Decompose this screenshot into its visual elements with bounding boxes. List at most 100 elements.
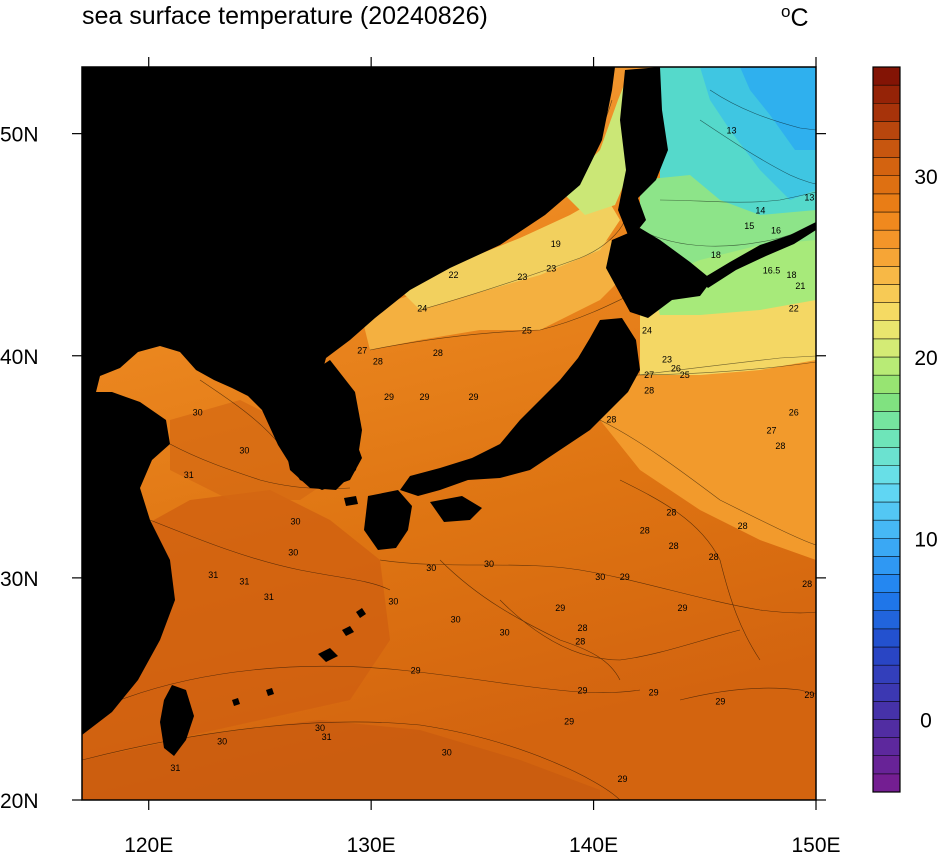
contour-label: 23 [662,354,672,364]
contour-label: 24 [417,303,427,313]
contour-label: 26 [331,328,341,338]
contour-label: 25 [680,370,690,380]
contour-label: 29 [411,665,421,675]
colorbar-segment [872,519,901,539]
contour-label: 30 [451,614,461,624]
contour-label: 30 [315,723,325,733]
colorbar-segment [872,302,901,321]
contour-label: 31 [170,763,180,773]
cold-water-okhotsk-core [740,67,816,150]
contour-label: 30 [388,597,398,607]
contour-label: 31 [322,732,332,742]
colorbar-segment [872,429,901,448]
contour-label: 30 [291,517,301,527]
contour-label: 22 [448,270,458,280]
colorbar-segment [872,338,901,358]
axis-ticks [72,57,826,810]
colorbar-segment [872,465,901,485]
contour-label: 14 [755,206,765,216]
units-letter: C [790,4,809,32]
colorbar-labels: 0 10 20 30 [914,166,937,733]
colorbar-segment [872,483,901,503]
contour-label: 28 [606,414,616,424]
contour-label: 29 [715,696,725,706]
colorbar-segment [872,374,901,394]
lon-tick-label: 130E [347,834,396,857]
lon-tick-label: 140E [569,834,618,857]
contour-label: 28 [738,521,748,531]
land-honshu [400,318,640,496]
land-jeju [344,496,358,506]
warm-water-south [82,720,600,800]
contour-label: 31 [208,570,218,580]
lon-tick-label: 120E [124,834,173,857]
contour-label: 27 [357,346,367,356]
colorbar-segment [872,556,901,575]
colorbar-segment [872,447,901,466]
colorbar-tick-label: 0 [920,710,932,733]
colorbar-segment [872,773,901,793]
colorbar-segment [872,211,901,231]
lat-tick-label: 20N [0,790,39,813]
contour-label: 29 [678,603,688,613]
contour-label: 30 [400,517,410,527]
contour-label: 23 [546,263,556,273]
contour-label: 16.5 [763,266,781,276]
colorbar-tick-label: 30 [914,166,937,189]
land-korean-peninsula [284,360,362,490]
lat-tick-label: 30N [0,568,39,591]
colorbar-segment [872,737,901,756]
contour-label: 28 [373,357,383,367]
contour-label: 25 [522,326,532,336]
cool-water-sea-of-japan [360,240,640,350]
contour-label: 23 [517,272,527,282]
contour-label: 29 [649,688,659,698]
contour-label: 30 [442,748,452,758]
colorbar-segment [872,664,901,684]
colorbar-segment [872,701,901,720]
colorbar-segment [872,411,901,430]
colorbar-segment [872,84,901,104]
contour-label: 31 [264,592,274,602]
contour-label: 20 [517,208,527,218]
contour-label: 29 [804,690,814,700]
land-hokkaido [606,228,712,318]
land-shikoku [430,496,482,522]
colorbar-segment [872,320,901,340]
colorbar-tick-label: 10 [914,528,937,551]
contour-label: 28 [575,637,585,647]
colorbar-segment [872,592,901,611]
contour-label: 30 [288,548,298,558]
land-taiwan [160,685,194,756]
lat-tick-label: 50N [0,124,39,147]
land-kyushu [364,490,412,550]
contour-label: 18 [711,250,721,260]
lon-tick-label: 150E [791,834,840,857]
colorbar-segment [872,175,901,195]
contour-label: 29 [146,639,156,649]
colorbar-segment [872,538,901,557]
contour-label: 27 [767,426,777,436]
colorbar-segment [872,574,901,593]
colorbar-segment [872,248,901,267]
land-asian-mainland [82,67,615,735]
contour-label: 31 [184,470,194,480]
contour-label: 29 [420,392,430,402]
contour-label: 19 [551,239,561,249]
colorbar-segment [872,683,901,702]
contour-label: 29 [617,774,627,784]
land-sakhalin [618,67,668,240]
land-kuril-islands [700,222,816,288]
colorbar-segment [872,610,901,630]
contour-label: 30 [339,441,349,451]
contour-label: 29 [384,392,394,402]
colorbar-segment [872,284,901,303]
contour-label: 26 [789,408,799,418]
contour-label: 13 [726,126,736,136]
contour-label: 28 [775,441,785,451]
contour-label: 15 [744,221,754,231]
contour-label: 30 [500,628,510,638]
colorbar-tick-label: 20 [914,347,937,370]
contour-label: 30 [217,736,227,746]
